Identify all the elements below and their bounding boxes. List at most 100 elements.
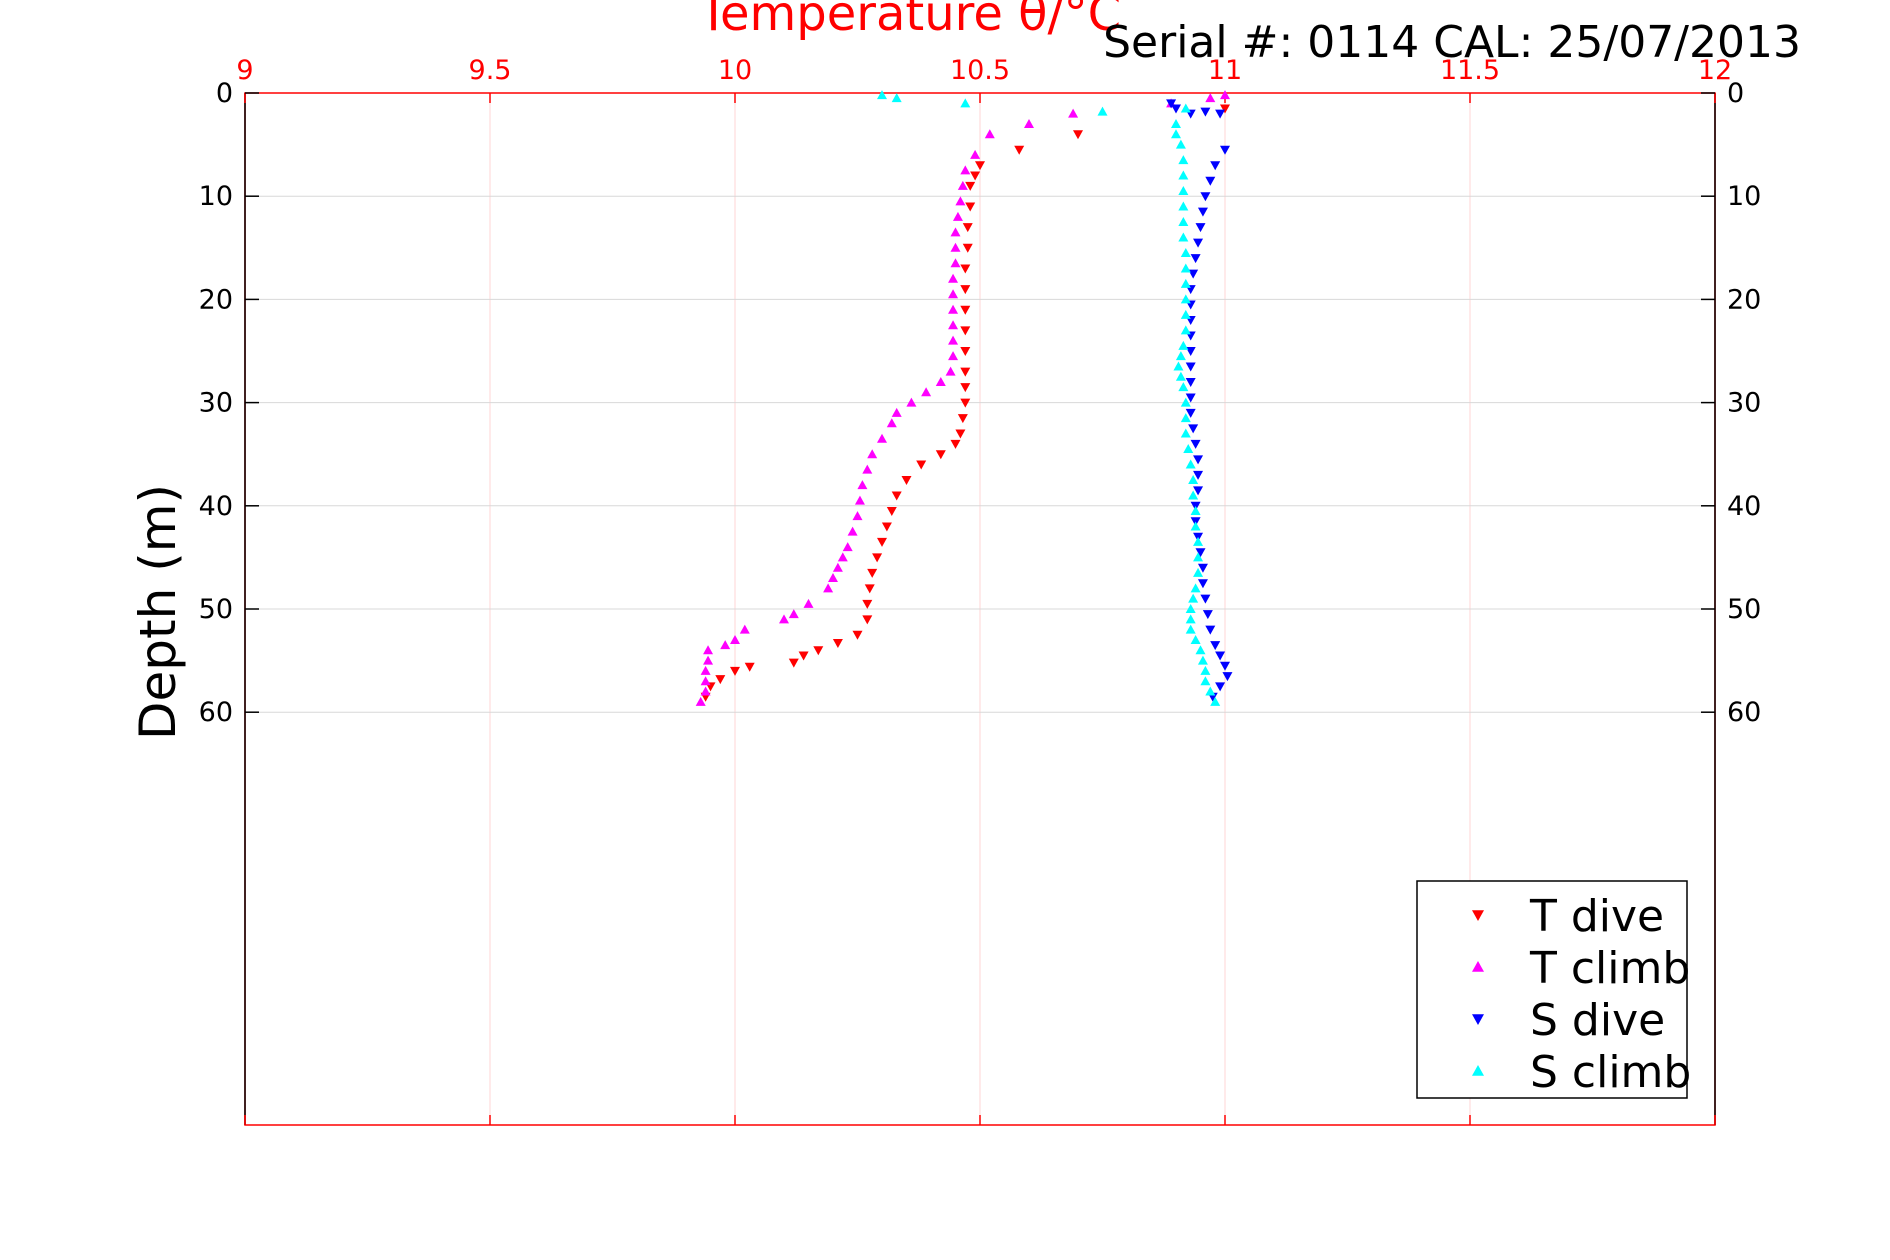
data-point	[867, 568, 878, 578]
data-point	[867, 449, 878, 459]
data-point	[1180, 103, 1191, 113]
x-tick-label: 11.5	[1440, 55, 1500, 86]
chart-title: Temperature θ/°C	[698, 0, 1121, 42]
series-t-dive	[700, 104, 1230, 702]
data-point	[950, 439, 961, 449]
data-point	[1188, 490, 1199, 500]
data-point	[1178, 217, 1189, 226]
data-point	[960, 347, 971, 356]
y-tick-label-left: 20	[199, 284, 233, 315]
y-tick-label-right: 10	[1727, 181, 1761, 212]
data-point	[1178, 170, 1189, 180]
data-point	[948, 304, 959, 314]
data-point	[1097, 106, 1108, 116]
data-point	[842, 542, 853, 552]
y-tick-label-right: 20	[1727, 284, 1761, 315]
data-point	[1180, 325, 1191, 335]
data-point	[1185, 377, 1196, 387]
data-point	[1024, 118, 1034, 128]
data-point	[703, 645, 714, 655]
data-point	[1178, 186, 1189, 196]
data-point	[1175, 371, 1186, 381]
data-point	[955, 429, 966, 439]
data-point	[1073, 130, 1083, 140]
legend-marker	[1472, 910, 1484, 921]
data-point	[1205, 686, 1216, 696]
data-point	[1185, 604, 1196, 613]
data-point	[1180, 247, 1191, 257]
data-point	[1190, 521, 1201, 531]
data-point	[1205, 176, 1216, 186]
data-point	[1193, 552, 1204, 562]
data-point	[1190, 634, 1201, 644]
data-point	[962, 223, 973, 233]
data-point	[1210, 161, 1221, 171]
data-point	[1014, 145, 1025, 155]
data-point	[788, 658, 799, 668]
data-point	[1175, 351, 1186, 361]
data-point	[1180, 428, 1191, 438]
data-point	[877, 537, 887, 547]
data-point	[1220, 661, 1230, 671]
data-point	[1200, 107, 1211, 117]
data-point	[960, 285, 971, 295]
data-point	[960, 367, 971, 377]
series-s-dive	[1166, 99, 1233, 702]
data-point	[798, 651, 809, 661]
data-point	[788, 609, 799, 619]
data-point	[1190, 583, 1201, 593]
data-point	[862, 599, 873, 609]
data-point	[720, 640, 731, 650]
data-point	[950, 227, 961, 237]
data-point	[1195, 548, 1206, 558]
y-tick-label-left: 40	[199, 491, 233, 522]
data-point	[1171, 118, 1181, 128]
data-point	[1185, 614, 1196, 624]
y-tick-label-right: 50	[1727, 594, 1761, 625]
x-tick-label: 11	[1208, 55, 1242, 86]
data-point	[1180, 263, 1191, 273]
data-point	[832, 639, 843, 649]
data-point	[1178, 155, 1189, 165]
data-point	[854, 495, 865, 505]
data-point	[886, 418, 897, 428]
data-point	[960, 305, 971, 315]
legend-label: S climb	[1530, 1047, 1691, 1098]
y-tick-label-left: 60	[199, 697, 233, 728]
data-point	[1180, 294, 1191, 304]
data-point	[1197, 563, 1208, 573]
data-point	[945, 366, 956, 376]
legend-marker	[1472, 1065, 1484, 1076]
data-points	[695, 90, 1233, 706]
data-point	[877, 433, 887, 443]
data-point	[948, 273, 959, 283]
data-point	[1185, 624, 1196, 634]
data-point	[1210, 696, 1221, 706]
data-point	[1185, 362, 1196, 372]
data-point	[891, 491, 902, 501]
data-point	[906, 397, 917, 407]
data-point	[1200, 192, 1211, 202]
data-point	[1180, 278, 1191, 288]
data-point	[700, 676, 711, 686]
data-point	[872, 553, 883, 563]
data-point	[739, 624, 750, 634]
data-point	[1175, 139, 1186, 149]
data-point	[960, 383, 971, 393]
data-point	[1188, 424, 1199, 434]
data-point	[700, 686, 711, 696]
y-tick-label-left: 10	[199, 181, 233, 212]
x-tick-label: 10	[718, 55, 752, 86]
data-point	[744, 662, 755, 672]
data-point	[891, 93, 902, 103]
data-point	[1190, 254, 1201, 264]
data-point	[1180, 397, 1191, 407]
data-point	[1185, 408, 1196, 418]
data-point	[955, 196, 966, 206]
data-point	[1178, 340, 1189, 350]
data-point	[916, 460, 927, 470]
data-point	[1171, 129, 1181, 139]
data-point	[813, 646, 824, 656]
